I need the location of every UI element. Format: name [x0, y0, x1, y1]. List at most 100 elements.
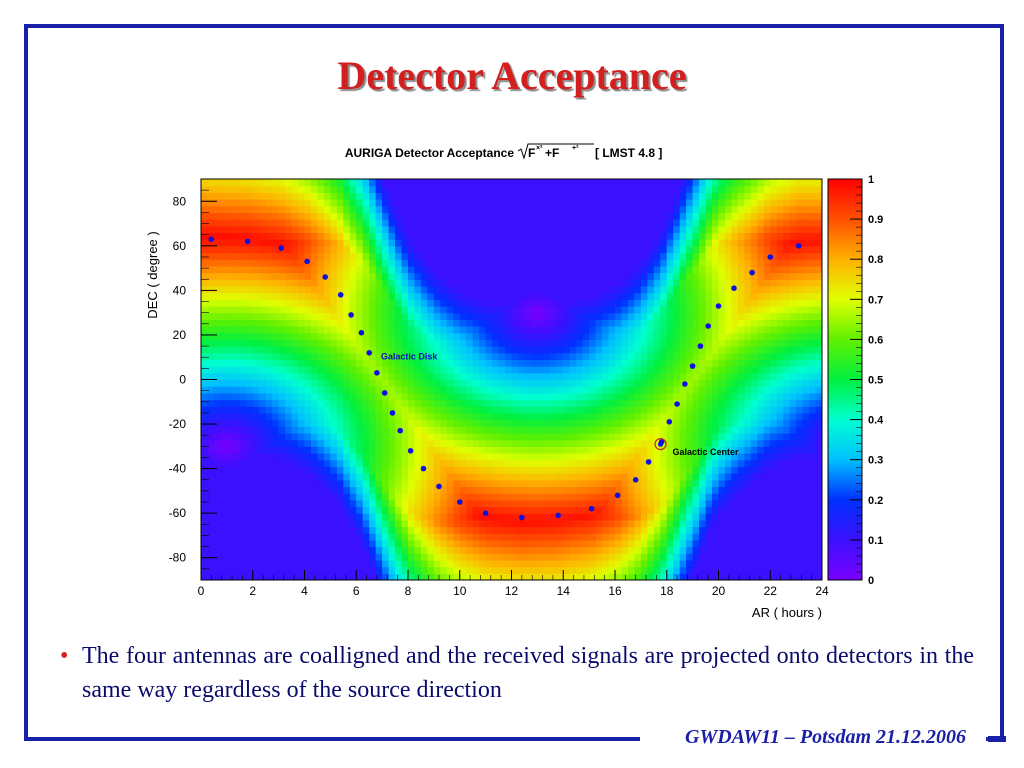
heatmap-cell	[310, 386, 319, 394]
heatmap-cell	[459, 386, 467, 394]
heatmap-cell	[349, 419, 357, 427]
heatmap-cell	[595, 439, 603, 447]
heatmap-cell	[310, 292, 319, 300]
heatmap-cell	[712, 539, 720, 548]
heatmap-cell	[550, 493, 558, 501]
heatmap-cell	[220, 245, 228, 254]
heatmap-cell	[556, 446, 564, 454]
heatmap-cell	[259, 332, 267, 340]
heatmap-cell	[420, 326, 429, 334]
heatmap-cell	[310, 366, 319, 374]
heatmap-cell	[569, 372, 577, 381]
heatmap-cell	[362, 412, 370, 421]
heatmap-cell	[621, 199, 629, 207]
heatmap-cell	[602, 312, 610, 320]
heatmap-cell	[543, 292, 551, 300]
heatmap-cell	[207, 285, 215, 294]
heatmap-cell	[278, 239, 286, 247]
heatmap-cell	[634, 439, 642, 447]
heatmap-cell	[433, 566, 441, 574]
heatmap-cell	[272, 426, 280, 434]
heatmap-cell	[589, 199, 597, 207]
heatmap-cell	[666, 533, 674, 541]
heatmap-cell	[259, 439, 267, 447]
heatmap-cell	[343, 272, 351, 280]
heatmap-cell	[666, 272, 674, 280]
heatmap-cell	[433, 446, 441, 454]
heatmap-cell	[330, 379, 338, 387]
heatmap-cell	[246, 426, 254, 434]
heatmap-cell	[679, 199, 687, 207]
heatmap-cell	[453, 279, 461, 287]
heatmap-cell	[686, 372, 694, 381]
heatmap-cell	[699, 265, 707, 274]
heatmap-cell	[479, 446, 487, 454]
heatmap-cell	[401, 479, 409, 488]
heatmap-cell	[602, 426, 610, 434]
heatmap-cell	[265, 185, 273, 193]
heatmap-cell	[569, 519, 577, 528]
heatmap-cell	[298, 239, 306, 247]
heatmap-cell	[576, 453, 584, 461]
heatmap-cell	[543, 359, 551, 367]
heatmap-cell	[382, 212, 390, 220]
heatmap-cell	[712, 279, 720, 287]
heatmap-cell	[660, 499, 668, 508]
heatmap-cell	[304, 499, 312, 508]
heatmap-cell	[226, 239, 234, 247]
heatmap-cell	[569, 486, 577, 494]
heatmap-cell	[220, 526, 228, 534]
heatmap-cell	[699, 392, 707, 401]
heatmap-cell	[479, 359, 487, 367]
heatmap-cell	[479, 212, 487, 220]
heatmap-cell	[569, 272, 577, 280]
heatmap-cell	[466, 232, 474, 240]
heatmap-cell	[420, 486, 429, 494]
heatmap-cell	[485, 232, 493, 240]
heatmap-cell	[466, 312, 474, 320]
heatmap-cell	[252, 192, 260, 200]
heatmap-cell	[408, 299, 416, 307]
heatmap-cell	[362, 366, 370, 374]
heatmap-cell	[440, 272, 448, 280]
heatmap-cell	[550, 239, 558, 247]
heatmap-cell	[524, 439, 532, 447]
heatmap-cell	[666, 205, 674, 214]
heatmap-cell	[239, 513, 247, 521]
heatmap-cell	[233, 339, 241, 347]
heatmap-cell	[395, 205, 403, 214]
heatmap-cell	[239, 526, 247, 534]
heatmap-cell	[505, 245, 513, 254]
heatmap-cell	[395, 192, 403, 200]
heatmap-cell	[362, 265, 370, 274]
heatmap-cell	[660, 326, 668, 334]
heatmap-cell	[427, 446, 435, 454]
heatmap-cell	[627, 506, 636, 514]
heatmap-cell	[679, 459, 687, 467]
heatmap-cell	[472, 305, 480, 314]
heatmap-cell	[686, 493, 694, 501]
heatmap-cell	[589, 279, 597, 287]
heatmap-cell	[582, 446, 590, 454]
heatmap-cell	[479, 566, 487, 574]
heatmap-cell	[517, 566, 526, 574]
heatmap-cell	[278, 359, 286, 367]
heatmap-cell	[634, 205, 642, 214]
heatmap-cell	[608, 252, 616, 260]
heatmap-cell	[595, 426, 603, 434]
heatmap-cell	[640, 453, 648, 461]
heatmap-cell	[408, 366, 416, 374]
heatmap-cell	[485, 225, 493, 234]
heatmap-cell	[201, 486, 209, 494]
heatmap-cell	[699, 553, 707, 561]
heatmap-cell	[686, 486, 694, 494]
heatmap-cell	[375, 566, 383, 574]
heatmap-cell	[524, 272, 532, 280]
heatmap-cell	[673, 506, 681, 514]
heatmap-cell	[298, 232, 306, 240]
heatmap-cell	[459, 205, 467, 214]
heatmap-cell	[239, 212, 247, 220]
heatmap-cell	[356, 553, 364, 561]
heatmap-cell	[582, 332, 590, 340]
heatmap-cell	[595, 432, 603, 441]
